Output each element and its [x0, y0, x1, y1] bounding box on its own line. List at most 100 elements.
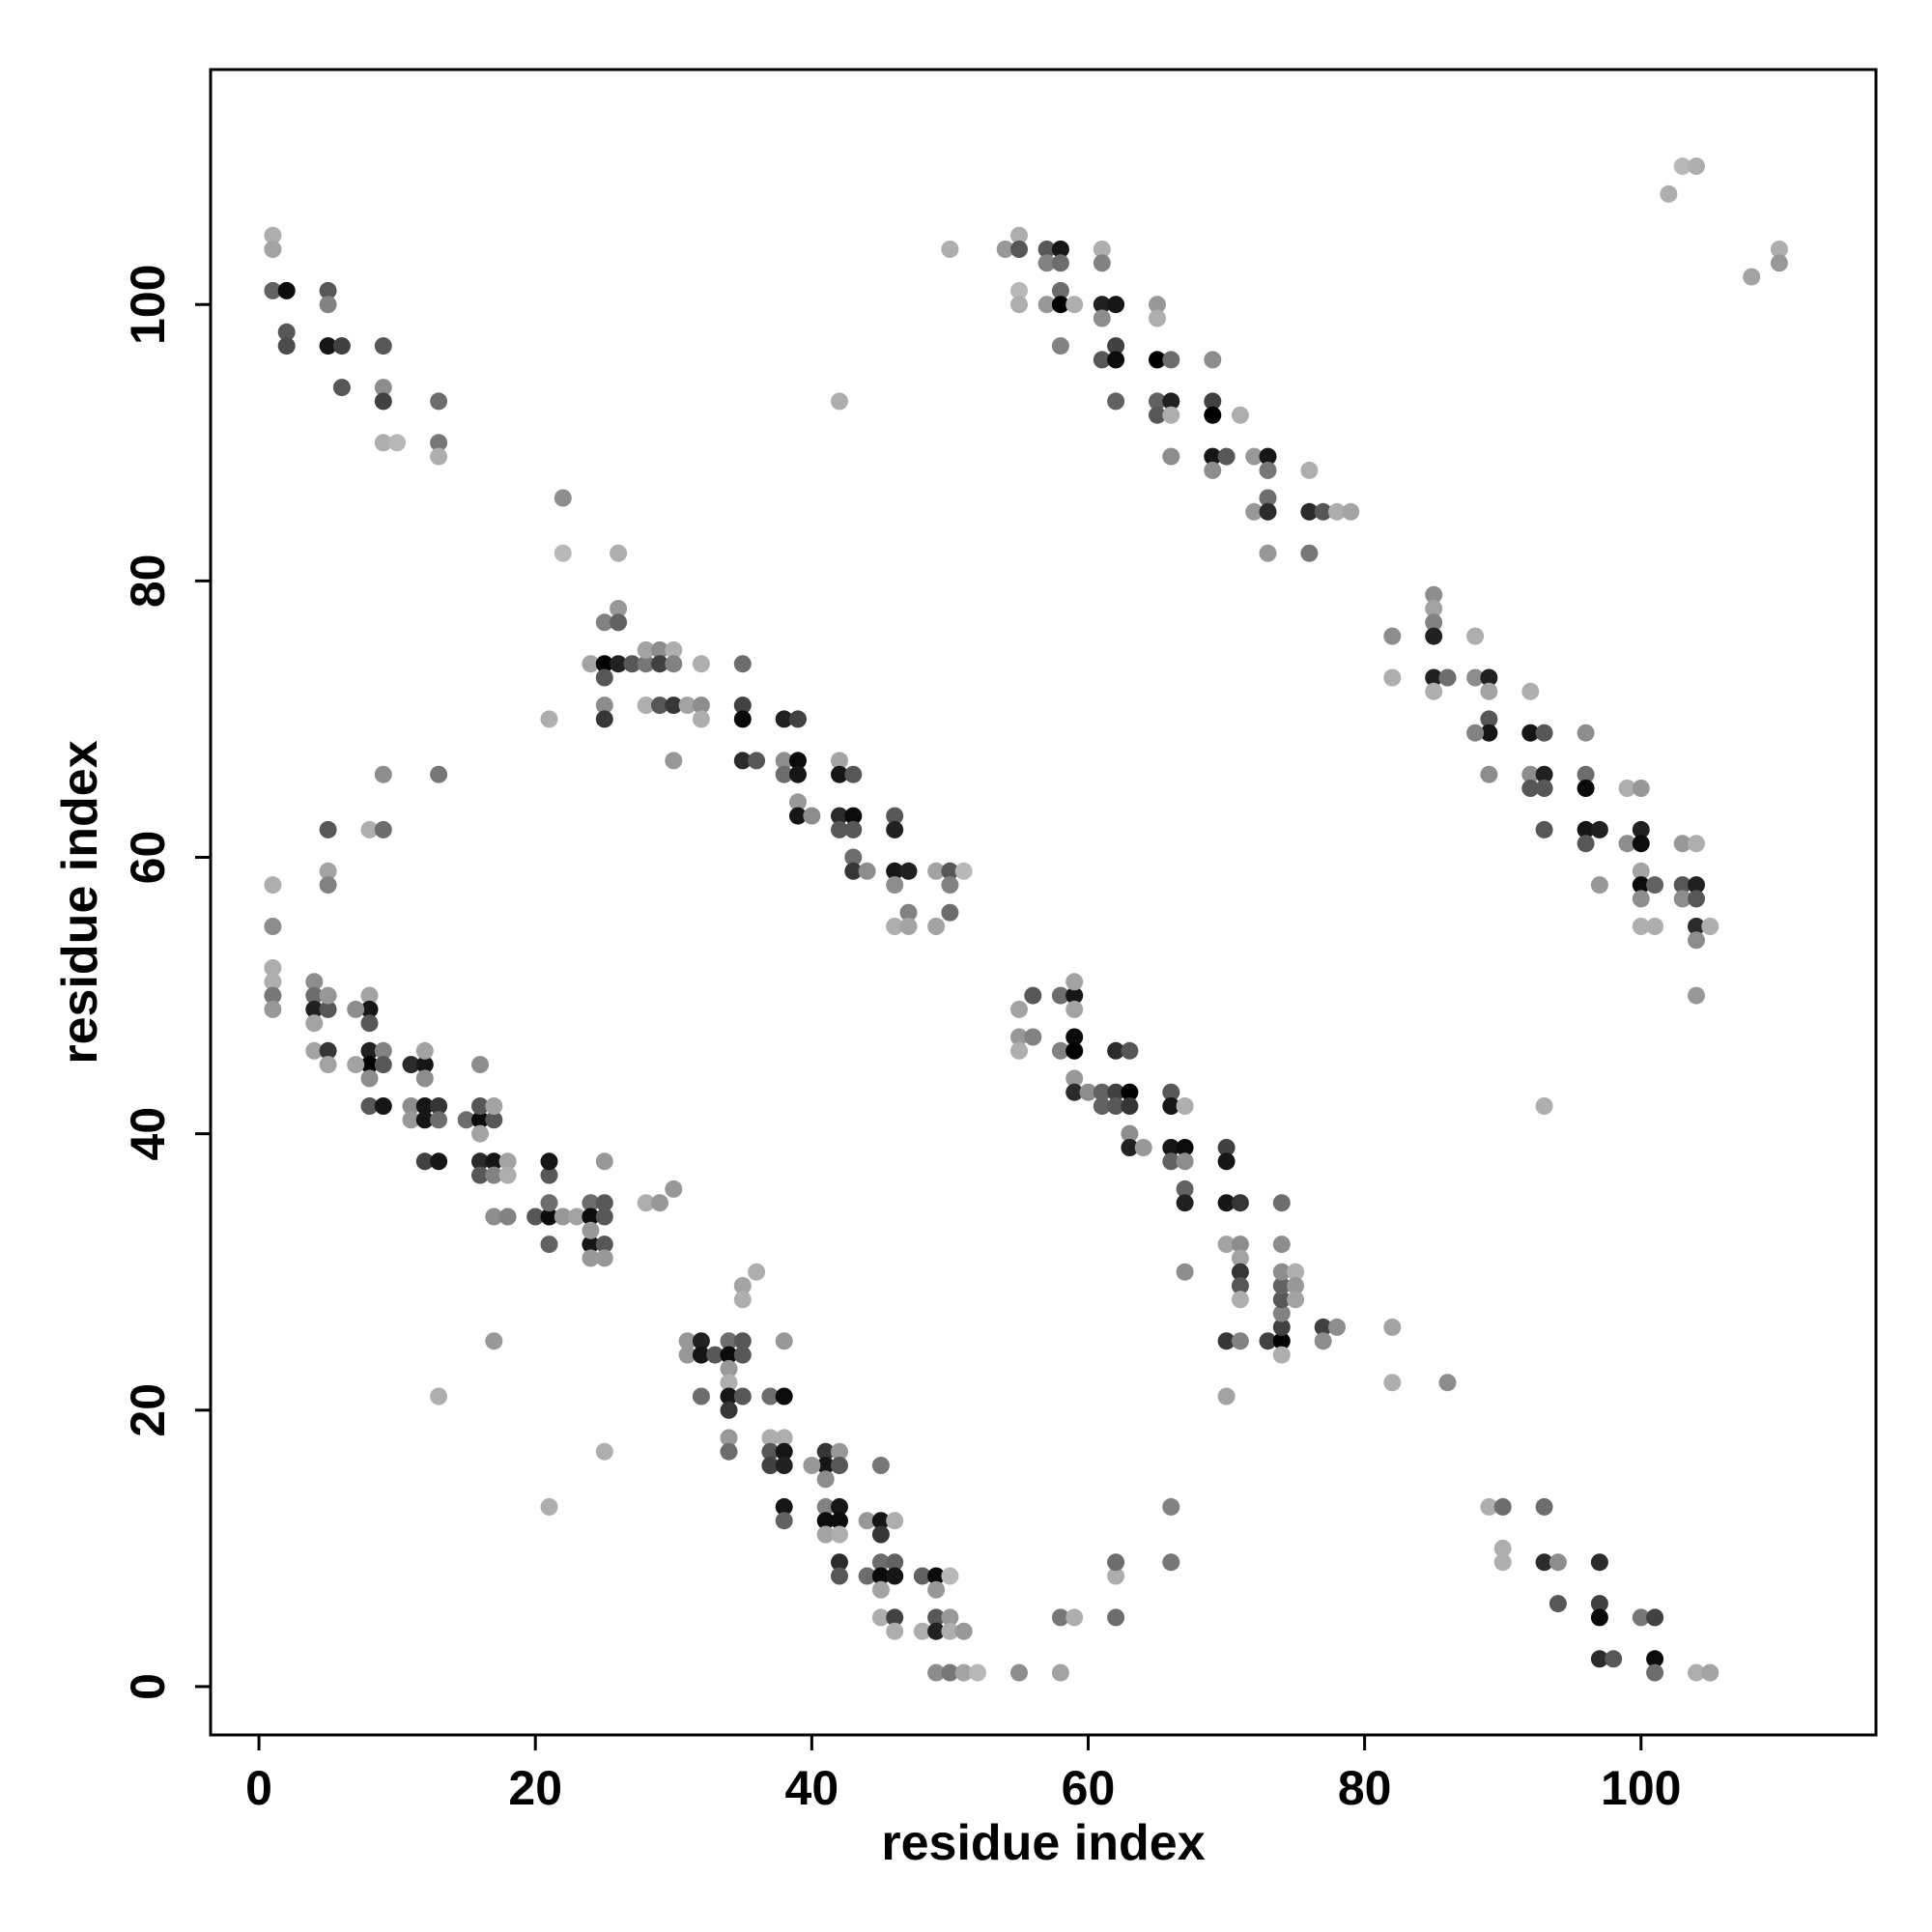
data-point: [1024, 1028, 1042, 1046]
data-point: [1162, 392, 1180, 411]
data-point: [402, 1056, 420, 1074]
data-point: [1632, 820, 1650, 838]
data-point: [1632, 876, 1650, 895]
data-point: [720, 1359, 738, 1378]
data-point: [305, 1041, 324, 1060]
data-point: [347, 1000, 365, 1018]
data-point: [1217, 1332, 1236, 1350]
data-point: [886, 1622, 904, 1640]
data-point: [595, 1249, 613, 1267]
data-point: [1480, 682, 1498, 700]
data-point: [775, 1442, 793, 1461]
data-point: [1480, 724, 1498, 742]
data-point: [360, 1069, 379, 1088]
data-point: [610, 655, 628, 673]
data-point: [1480, 1497, 1498, 1516]
data-point: [1231, 1249, 1249, 1267]
data-point: [595, 696, 613, 715]
data-point: [651, 640, 668, 659]
data-point: [430, 447, 448, 466]
data-point: [816, 1497, 835, 1516]
data-point: [1577, 835, 1595, 853]
data-point: [305, 973, 324, 991]
data-point: [457, 1111, 475, 1129]
data-point: [886, 807, 904, 825]
data-point: [595, 655, 613, 673]
data-point: [430, 1387, 448, 1406]
data-point: [415, 1069, 434, 1088]
data-point: [1093, 296, 1111, 314]
data-point: [319, 986, 337, 1005]
data-point: [1425, 585, 1443, 604]
data-point: [1162, 1497, 1180, 1516]
data-point: [430, 765, 448, 783]
data-point: [775, 1457, 793, 1474]
data-point: [1149, 351, 1166, 369]
data-point: [1051, 241, 1069, 258]
data-point: [1272, 1291, 1291, 1309]
data-point: [1051, 986, 1069, 1005]
data-point: [1093, 1083, 1111, 1101]
data-point: [913, 1567, 931, 1585]
data-point: [831, 392, 848, 411]
data-point: [319, 1000, 337, 1018]
data-point: [748, 752, 766, 770]
data-point: [665, 696, 683, 715]
data-point: [582, 1221, 600, 1239]
data-point: [554, 489, 572, 507]
data-point: [1259, 447, 1277, 466]
data-point: [692, 696, 710, 715]
data-point: [264, 1000, 282, 1018]
data-point: [720, 1332, 738, 1350]
data-point: [319, 862, 337, 880]
data-point: [1149, 406, 1166, 424]
data-point: [1577, 780, 1595, 797]
data-point: [1272, 1277, 1291, 1294]
data-point: [264, 986, 282, 1005]
data-point: [319, 820, 337, 838]
points-layer: [264, 157, 1788, 1682]
data-point: [1383, 627, 1402, 645]
data-point: [761, 1457, 780, 1474]
data-point: [651, 696, 668, 715]
y-axis: 0 20 40 60 80 100: [121, 265, 213, 1700]
data-point: [871, 1553, 890, 1572]
data-point: [623, 655, 641, 673]
data-point: [1577, 765, 1595, 783]
data-point: [761, 1429, 780, 1447]
data-point: [886, 876, 904, 895]
data-point: [1107, 392, 1125, 411]
data-point: [789, 752, 807, 770]
data-point: [319, 1041, 337, 1060]
data-point: [471, 1097, 489, 1115]
data-point: [831, 1525, 848, 1544]
data-point: [1438, 1374, 1457, 1392]
data-point: [844, 807, 863, 825]
data-point: [1051, 1608, 1069, 1627]
y-tick-label: 100: [121, 265, 175, 345]
data-point: [886, 1608, 904, 1627]
data-point: [485, 1152, 503, 1171]
data-point: [954, 862, 973, 880]
data-point: [1149, 392, 1166, 411]
data-point: [595, 668, 613, 687]
data-point: [899, 862, 918, 880]
data-point: [1521, 682, 1540, 700]
data-point: [595, 1208, 613, 1226]
data-point: [1051, 254, 1069, 272]
data-point: [471, 1111, 489, 1129]
data-point: [927, 1567, 946, 1585]
data-point: [1521, 765, 1540, 783]
data-point: [1548, 1553, 1567, 1572]
data-point: [775, 1387, 793, 1406]
data-point: [1121, 1139, 1139, 1156]
data-point: [1287, 1277, 1305, 1294]
data-point: [610, 613, 628, 632]
data-point: [775, 1497, 793, 1516]
data-point: [637, 640, 655, 659]
data-point: [1272, 1332, 1291, 1350]
data-point: [831, 820, 848, 838]
data-point: [582, 1249, 600, 1267]
y-tick-label: 60: [121, 831, 175, 885]
data-point: [1107, 1041, 1125, 1060]
